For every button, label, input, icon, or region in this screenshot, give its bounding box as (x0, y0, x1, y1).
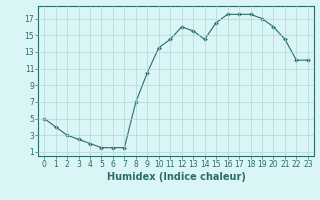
X-axis label: Humidex (Indice chaleur): Humidex (Indice chaleur) (107, 172, 245, 182)
